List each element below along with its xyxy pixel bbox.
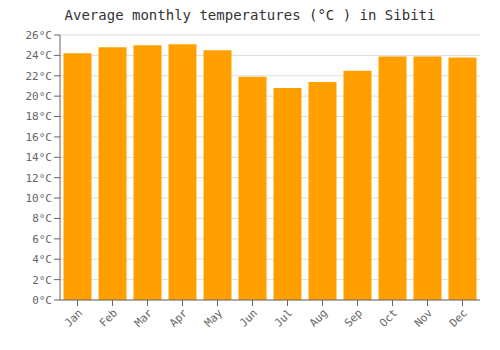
svg-text:Mar: Mar (132, 306, 156, 330)
html-text:Average monthly temperatures (: Average monthly temperatures (°C ) in Si… (64, 7, 436, 23)
svg-text:0°C: 0°C (32, 294, 52, 307)
svg-text:16°C: 16°C (26, 131, 53, 144)
svg-text:Nov: Nov (412, 306, 436, 330)
svg-text:2°C: 2°C (32, 274, 52, 287)
svg-text:Jul: Jul (272, 306, 295, 329)
svg-text:May: May (202, 306, 226, 330)
svg-text:26°C: 26°C (26, 30, 53, 42)
svg-text:8°C: 8°C (32, 212, 52, 225)
svg-text:14°C: 14°C (26, 151, 53, 164)
svg-text:20°C: 20°C (26, 90, 53, 103)
svg-text:12°C: 12°C (26, 172, 53, 185)
svg-text:6°C: 6°C (32, 233, 52, 246)
svg-text:18°C: 18°C (26, 110, 53, 123)
svg-text:10°C: 10°C (26, 192, 53, 205)
svg-text:24°C: 24°C (26, 49, 53, 62)
svg-text:Apr: Apr (167, 306, 191, 330)
svg-text:Oct: Oct (377, 306, 400, 329)
svg-text:Feb: Feb (97, 306, 120, 329)
svg-text:4°C: 4°C (32, 253, 52, 266)
svg-text:22°C: 22°C (26, 70, 53, 83)
svg-text:Jun: Jun (237, 306, 260, 329)
svg-text:Dec: Dec (447, 306, 470, 329)
svg-text:Aug: Aug (307, 306, 330, 329)
svg-text:Jan: Jan (62, 306, 85, 329)
svg-text:Sep: Sep (342, 306, 365, 329)
